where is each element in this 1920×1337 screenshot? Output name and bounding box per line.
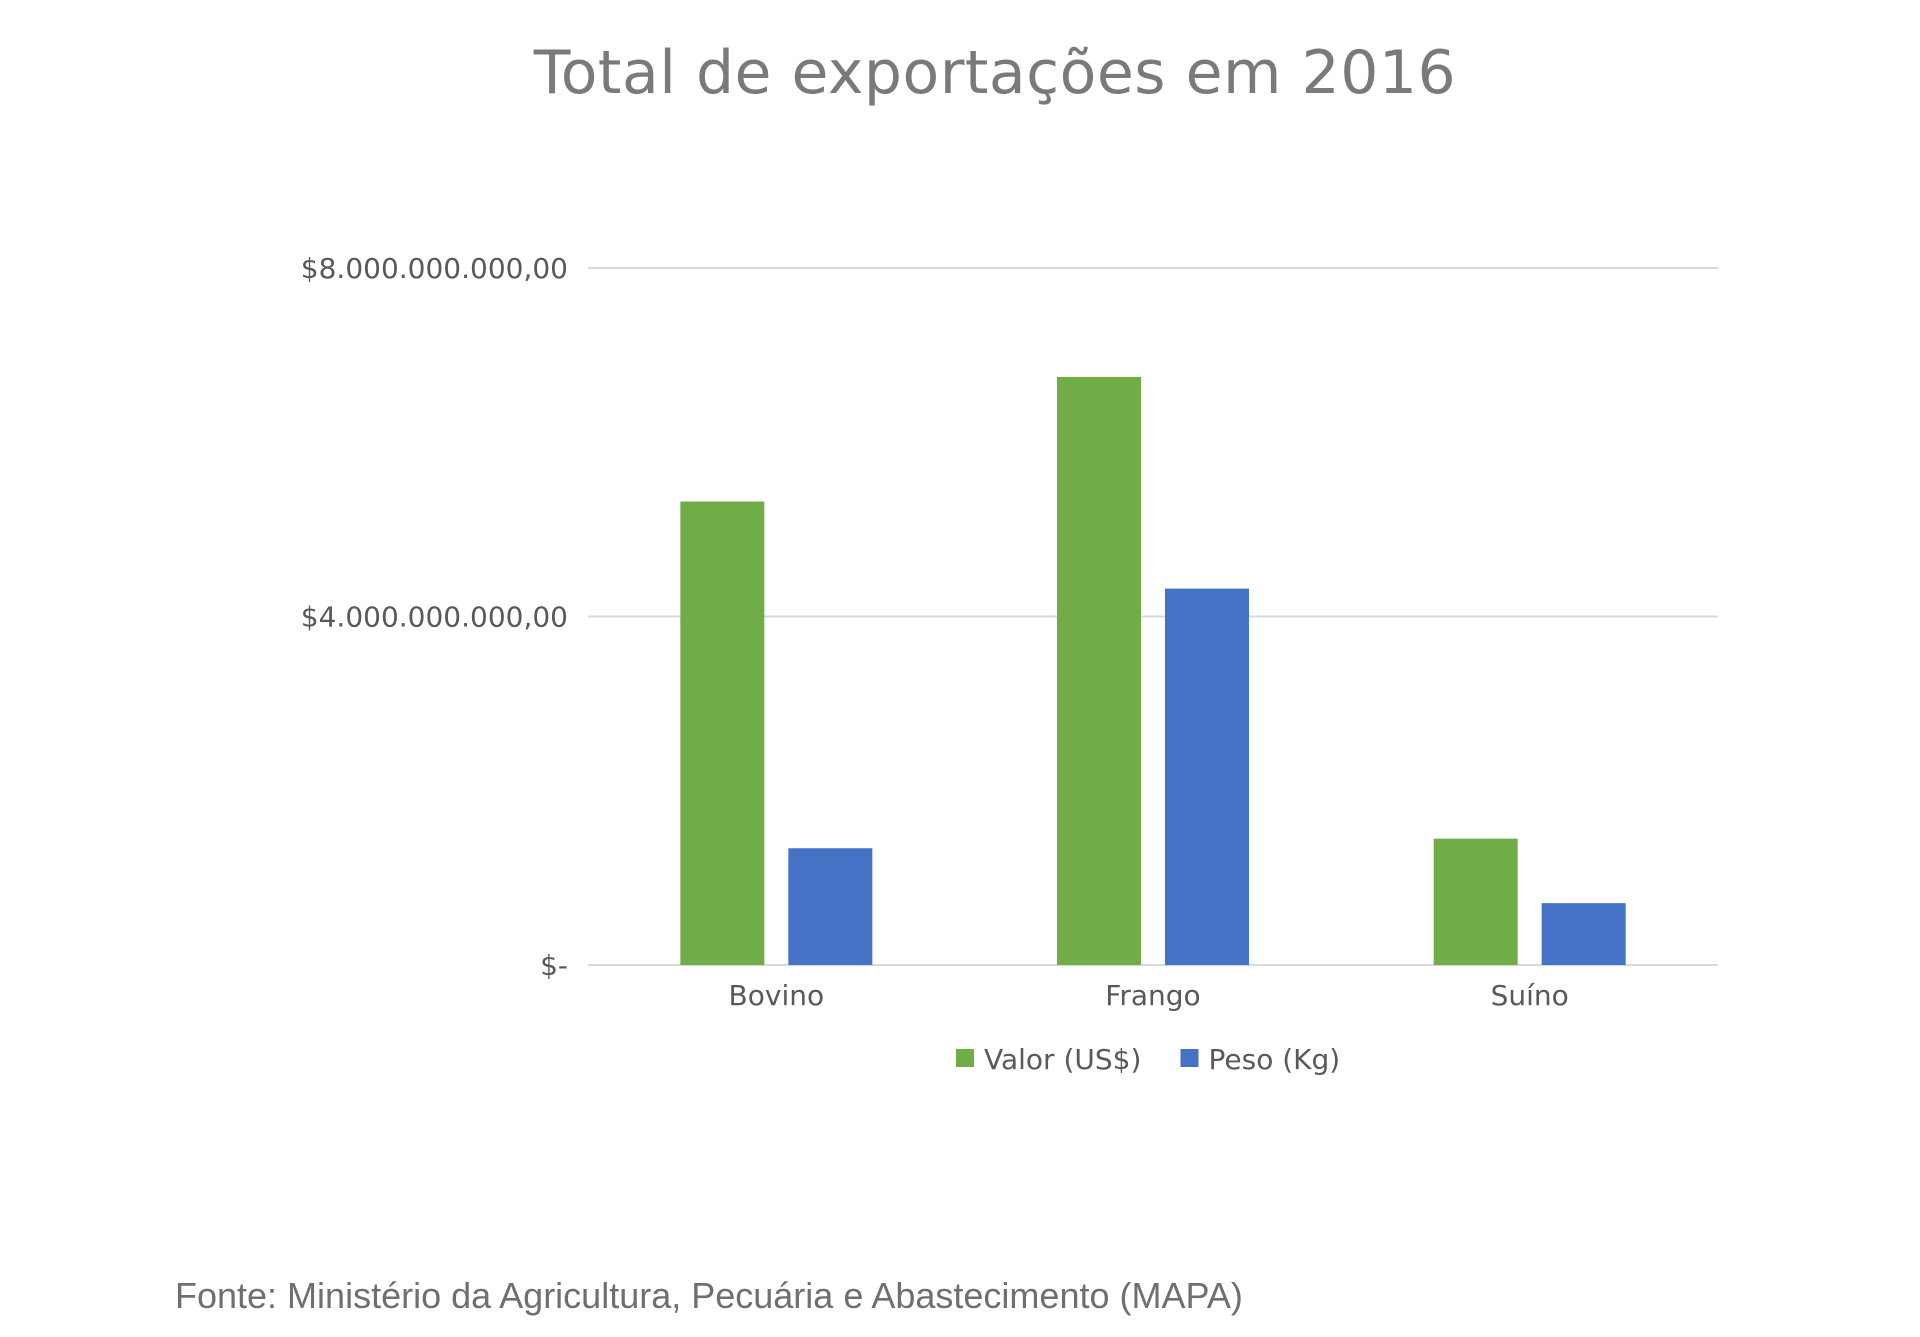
- category-label: Frango: [1105, 979, 1200, 1012]
- category-label: Suíno: [1491, 979, 1569, 1012]
- category-label: Bovino: [729, 979, 825, 1012]
- bar-bovino-1: [788, 848, 873, 965]
- bar-suíno-0: [1433, 838, 1518, 965]
- bar-bovino-0: [680, 501, 765, 965]
- legend-label: Valor (US$): [984, 1043, 1141, 1076]
- y-axis-tick-labels: $- $4.000.000.000,00 $8.000.000.000,00: [301, 252, 568, 982]
- chart-title: Total de exportações em 2016: [533, 38, 1457, 108]
- bar-suíno-1: [1541, 903, 1626, 965]
- legend-swatch: [1180, 1049, 1199, 1067]
- grid-lines: [588, 267, 1718, 966]
- y-tick-label: $8.000.000.000,00: [301, 252, 568, 285]
- legend-label: Peso (Kg): [1209, 1043, 1341, 1076]
- y-tick-label: $4.000.000.000,00: [301, 601, 568, 634]
- bar-frango-1: [1165, 588, 1249, 965]
- x-axis-category-labels: Bovino Frango Suíno: [729, 979, 1569, 1012]
- source-note: Fonte: Ministério da Agricultura, Pecuár…: [175, 1275, 1243, 1316]
- y-tick-label: $-: [540, 949, 568, 982]
- legend-swatch: [956, 1049, 974, 1067]
- bars: [680, 376, 1626, 965]
- legend: Valor (US$) Peso (Kg): [956, 1043, 1340, 1076]
- bar-frango-0: [1057, 376, 1141, 965]
